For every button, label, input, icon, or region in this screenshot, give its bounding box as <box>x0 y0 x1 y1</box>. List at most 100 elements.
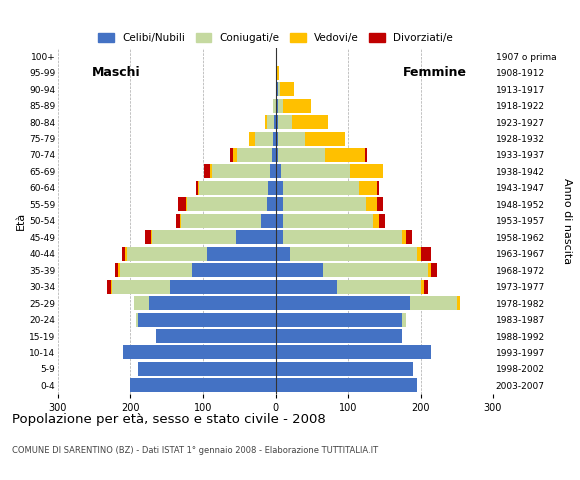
Bar <box>156 329 276 343</box>
Bar <box>276 115 278 129</box>
Bar <box>127 247 206 261</box>
Text: Maschi: Maschi <box>92 66 140 79</box>
Bar <box>278 132 305 145</box>
Bar <box>196 181 198 195</box>
Bar <box>179 197 186 211</box>
Bar <box>276 280 337 294</box>
Bar <box>366 197 377 211</box>
Bar <box>283 214 374 228</box>
Bar <box>270 165 275 179</box>
Bar <box>267 115 274 129</box>
Bar <box>276 197 283 211</box>
Bar <box>273 98 276 113</box>
Legend: Celibi/Nubili, Coniugati/e, Vedovi/e, Divorziati/e: Celibi/Nubili, Coniugati/e, Vedovi/e, Di… <box>96 31 455 45</box>
Bar <box>171 280 276 294</box>
Bar <box>255 132 273 145</box>
Bar <box>417 247 420 261</box>
Bar <box>122 247 125 261</box>
Bar <box>187 197 267 211</box>
Bar <box>283 230 403 244</box>
Bar <box>283 197 366 211</box>
Bar <box>276 82 278 96</box>
Bar <box>457 296 461 310</box>
Bar <box>276 214 283 228</box>
Bar <box>152 230 235 244</box>
Bar <box>130 378 276 392</box>
Bar <box>365 148 367 162</box>
Bar <box>424 280 428 294</box>
Bar <box>276 98 278 113</box>
Bar <box>276 378 417 392</box>
Bar <box>359 181 377 195</box>
Bar <box>114 263 118 277</box>
Bar <box>235 230 276 244</box>
Bar <box>281 165 350 179</box>
Bar <box>273 132 276 145</box>
Bar <box>272 148 276 162</box>
Bar <box>276 362 413 376</box>
Bar <box>206 247 276 261</box>
Bar <box>212 165 270 179</box>
Bar <box>432 263 437 277</box>
Bar <box>113 280 171 294</box>
Bar <box>278 148 325 162</box>
Bar <box>125 247 127 261</box>
Bar <box>276 165 281 179</box>
Bar <box>276 230 283 244</box>
Text: Femmine: Femmine <box>403 66 467 79</box>
Bar <box>151 230 152 244</box>
Bar <box>280 82 295 96</box>
Bar <box>406 230 412 244</box>
Bar <box>278 115 292 129</box>
Bar <box>276 329 403 343</box>
Bar <box>264 115 267 129</box>
Bar <box>276 346 432 360</box>
Bar <box>284 98 311 113</box>
Bar <box>374 214 379 228</box>
Bar <box>186 197 187 211</box>
Bar <box>176 214 180 228</box>
Bar <box>420 280 424 294</box>
Bar <box>290 247 417 261</box>
Bar <box>261 214 276 228</box>
Bar <box>276 148 278 162</box>
Y-axis label: Anno di nascita: Anno di nascita <box>562 178 572 264</box>
Bar <box>403 230 406 244</box>
Bar <box>283 181 359 195</box>
Bar <box>409 296 457 310</box>
Bar <box>148 296 276 310</box>
Bar <box>204 165 209 179</box>
Bar <box>379 214 385 228</box>
Text: COMUNE DI SARENTINO (BZ) - Dati ISTAT 1° gennaio 2008 - Elaborazione TUTTITALIA.: COMUNE DI SARENTINO (BZ) - Dati ISTAT 1°… <box>12 446 378 456</box>
Bar <box>276 263 322 277</box>
Bar <box>137 362 276 376</box>
Bar <box>276 247 290 261</box>
Bar <box>276 312 403 326</box>
Bar <box>119 263 192 277</box>
Bar <box>111 280 113 294</box>
Bar <box>118 263 119 277</box>
Bar <box>268 181 276 195</box>
Bar <box>136 312 137 326</box>
Bar <box>278 98 284 113</box>
Bar <box>274 115 276 129</box>
Bar <box>230 148 233 162</box>
Bar <box>180 214 181 228</box>
Bar <box>200 181 268 195</box>
Bar <box>337 280 420 294</box>
Bar <box>137 312 276 326</box>
Bar <box>403 312 406 326</box>
Bar <box>377 181 379 195</box>
Bar <box>350 165 383 179</box>
Bar <box>276 66 279 80</box>
Bar <box>305 132 345 145</box>
Bar <box>420 247 432 261</box>
Bar <box>134 296 148 310</box>
Bar <box>325 148 365 162</box>
Bar <box>181 214 261 228</box>
Bar <box>107 280 111 294</box>
Text: Popolazione per età, sesso e stato civile - 2008: Popolazione per età, sesso e stato civil… <box>12 413 325 426</box>
Bar <box>276 181 283 195</box>
Bar <box>249 132 255 145</box>
Bar <box>145 230 151 244</box>
